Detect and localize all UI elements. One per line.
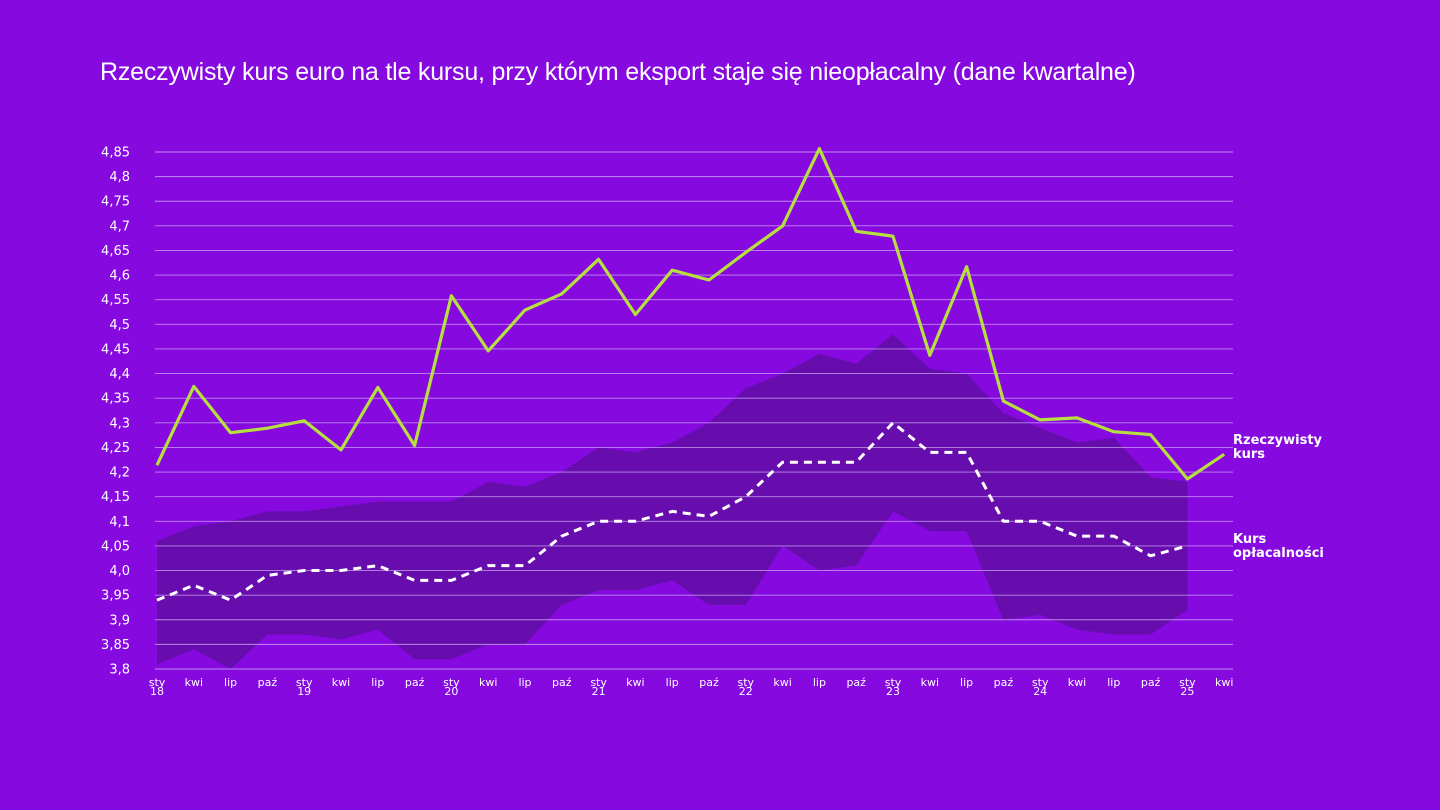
x-tick-label: sty	[443, 676, 460, 689]
gridlines	[155, 151, 1233, 670]
y-tick-label: 4,3	[109, 416, 130, 431]
y-tick-label: 4,2	[109, 466, 130, 481]
y-tick-label: 4,55	[101, 293, 130, 308]
y-tick-label: 4,1	[109, 515, 130, 530]
x-tick-year-label: 19	[297, 685, 311, 698]
x-tick-label: kwi	[773, 676, 791, 689]
series-line-rzeczywisty-kurs	[155, 147, 1226, 481]
x-tick-label: sty	[296, 676, 313, 689]
range-band-layer	[157, 334, 1188, 669]
series-label: Kurs	[1233, 532, 1267, 547]
x-tick-label: sty	[590, 676, 607, 689]
y-tick-label: 4,5	[109, 318, 130, 333]
y-tick-label: 4,65	[101, 244, 130, 259]
x-tick-label: sty	[1032, 676, 1049, 689]
x-tick-label: kwi	[921, 676, 939, 689]
x-tick-label: lip	[371, 676, 384, 689]
range-band	[157, 334, 1188, 669]
y-tick-label: 4,45	[101, 342, 130, 357]
series-layer	[155, 147, 1226, 602]
x-tick-label: paź	[699, 676, 719, 689]
x-tick-label: kwi	[332, 676, 350, 689]
y-tick-label: 3,9	[109, 613, 130, 628]
x-tick-label: sty	[738, 676, 755, 689]
y-tick-label: 4,85	[101, 146, 130, 161]
x-tick-label: paź	[994, 676, 1014, 689]
y-tick-label: 3,95	[101, 589, 130, 604]
series-label: opłacalności	[1233, 546, 1324, 561]
x-tick-label: paź	[846, 676, 866, 689]
x-tick-label: sty	[1179, 676, 1196, 689]
series-line-kurs-oplacalnosci	[156, 421, 1188, 602]
y-tick-label: 4,75	[101, 195, 130, 210]
chart-title: Rzeczywisty kurs euro na tle kursu, przy…	[100, 58, 1136, 86]
y-tick-label: 4,4	[109, 367, 130, 382]
y-tick-label: 3,8	[109, 663, 130, 678]
x-tick-label: paź	[1141, 676, 1161, 689]
x-tick-label: kwi	[626, 676, 644, 689]
x-tick-year-label: 18	[150, 685, 164, 698]
x-tick-label: paź	[405, 676, 425, 689]
x-tick-label: sty	[149, 676, 166, 689]
x-tick-year-label: 22	[739, 685, 753, 698]
y-axis: 4,85 4,8 4,75 4,7 4,65 4,6 4,55 4,5 4,45 4,4 4,35 4…	[101, 146, 130, 678]
x-tick-label: lip	[960, 676, 973, 689]
x-tick-label: kwi	[1215, 676, 1233, 689]
y-tick-label: 4,8	[109, 170, 130, 185]
x-tick-label: lip	[518, 676, 531, 689]
y-tick-label: 4,7	[109, 219, 130, 234]
y-tick-label: 4,35	[101, 392, 130, 407]
x-tick-year-label: 25	[1180, 685, 1194, 698]
x-tick-label: lip	[224, 676, 237, 689]
x-tick-label: kwi	[1068, 676, 1086, 689]
series-label: Rzeczywisty	[1233, 433, 1323, 448]
x-tick-label: kwi	[479, 676, 497, 689]
x-tick-label: sty	[885, 676, 902, 689]
y-tick-label: 4,25	[101, 441, 130, 456]
y-tick-label: 4,6	[109, 269, 130, 284]
x-tick-label: lip	[1107, 676, 1120, 689]
x-tick-label: kwi	[185, 676, 203, 689]
x-tick-label: paź	[258, 676, 278, 689]
x-tick-year-label: 20	[444, 685, 458, 698]
y-tick-label: 3,85	[101, 638, 130, 653]
x-tick-year-label: 24	[1033, 685, 1047, 698]
y-tick-label: 4,05	[101, 539, 130, 554]
x-tick-year-label: 21	[592, 685, 606, 698]
y-tick-label: 4,15	[101, 490, 130, 505]
x-tick-label: paź	[552, 676, 572, 689]
x-tick-label: lip	[666, 676, 679, 689]
series-label: kurs	[1233, 447, 1265, 462]
y-tick-label: 4,0	[109, 564, 130, 579]
x-tick-year-label: 23	[886, 685, 900, 698]
x-tick-label: lip	[813, 676, 826, 689]
